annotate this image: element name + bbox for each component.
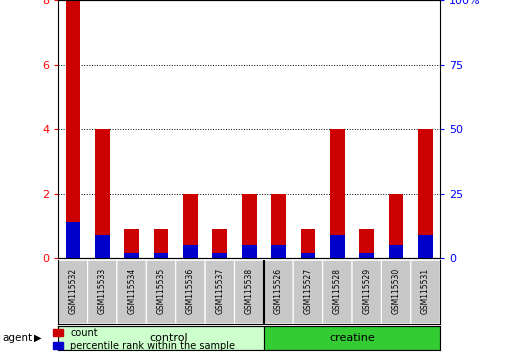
Bar (95, 235, 110, 258)
Text: control: control (149, 333, 187, 343)
Bar (183, 246, 197, 258)
Text: GSM115529: GSM115529 (362, 268, 371, 314)
Bar (58, 326, 264, 350)
Bar (212, 229, 227, 258)
Bar (271, 194, 285, 258)
Text: GSM115526: GSM115526 (274, 268, 282, 314)
Bar (154, 229, 168, 258)
Text: GSM115527: GSM115527 (303, 268, 312, 314)
Bar (95, 129, 110, 258)
Bar (388, 194, 402, 258)
Bar (124, 253, 139, 258)
Bar (359, 253, 373, 258)
Text: GSM115535: GSM115535 (156, 268, 165, 314)
Bar (264, 326, 439, 350)
Text: GSM115531: GSM115531 (420, 268, 429, 314)
Text: GSM115532: GSM115532 (68, 268, 77, 314)
Text: GSM115528: GSM115528 (332, 268, 341, 314)
Bar (183, 194, 197, 258)
FancyBboxPatch shape (293, 260, 322, 324)
FancyBboxPatch shape (234, 260, 264, 324)
Bar (417, 235, 432, 258)
Text: GSM115534: GSM115534 (127, 268, 136, 314)
Bar (241, 194, 256, 258)
FancyBboxPatch shape (117, 260, 146, 324)
Text: GSM115536: GSM115536 (185, 268, 194, 314)
FancyBboxPatch shape (381, 260, 410, 324)
Text: GSM115533: GSM115533 (97, 268, 107, 314)
FancyBboxPatch shape (322, 260, 351, 324)
FancyBboxPatch shape (205, 260, 234, 324)
Bar (388, 246, 402, 258)
Bar (124, 229, 139, 258)
Bar (66, 0, 80, 258)
Text: GSM115538: GSM115538 (244, 268, 253, 314)
FancyBboxPatch shape (175, 260, 205, 324)
Bar (329, 129, 344, 258)
Bar (154, 253, 168, 258)
Bar (66, 222, 80, 258)
Bar (271, 246, 285, 258)
Bar (329, 235, 344, 258)
FancyBboxPatch shape (410, 260, 439, 324)
FancyBboxPatch shape (264, 260, 293, 324)
Bar (241, 246, 256, 258)
Text: creatine: creatine (329, 333, 374, 343)
Bar (300, 253, 315, 258)
Legend: count, percentile rank within the sample: count, percentile rank within the sample (53, 328, 235, 351)
Text: agent: agent (3, 333, 33, 343)
Bar (300, 229, 315, 258)
Bar (212, 253, 227, 258)
Text: ▶: ▶ (34, 333, 42, 343)
FancyBboxPatch shape (87, 260, 117, 324)
FancyBboxPatch shape (58, 260, 87, 324)
FancyBboxPatch shape (146, 260, 175, 324)
Text: GSM115537: GSM115537 (215, 268, 224, 314)
Bar (359, 229, 373, 258)
Bar (417, 129, 432, 258)
FancyBboxPatch shape (351, 260, 381, 324)
Text: GSM115530: GSM115530 (391, 268, 400, 314)
